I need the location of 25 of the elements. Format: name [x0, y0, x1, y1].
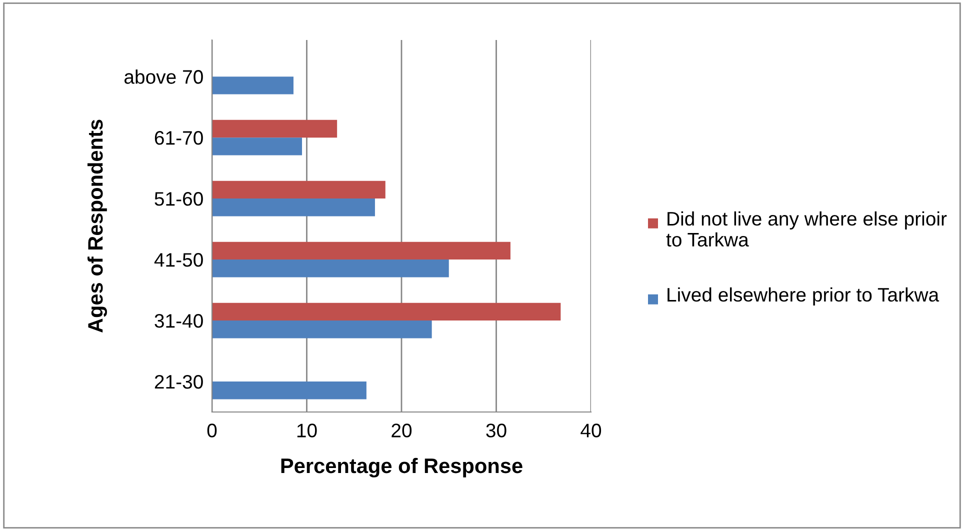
bar	[212, 198, 375, 216]
y-tick-label: 31-40	[154, 314, 203, 328]
y-axis-title: Ages of Respondents	[87, 120, 107, 333]
bar	[212, 120, 338, 138]
x-axis-title: Percentage of Response	[281, 458, 522, 478]
bar	[212, 382, 366, 400]
bar	[212, 76, 294, 94]
bar	[212, 320, 432, 338]
legend-label: Did not live any where else prioir to Tarkwa	[666, 211, 947, 247]
bar	[212, 180, 386, 199]
x-tick-label: 40	[580, 424, 602, 438]
y-tick-label: 61-70	[154, 131, 203, 145]
x-tick-label: 0	[207, 424, 217, 438]
x-tick-label: 20	[392, 424, 412, 438]
y-tick-label: 21-30	[154, 374, 203, 389]
x-tick-label: 30	[486, 424, 506, 438]
y-tick-label: 41-50	[154, 253, 203, 267]
bar	[212, 302, 561, 321]
x-tick-label: 10	[297, 424, 317, 438]
bar	[212, 242, 510, 260]
bar	[212, 260, 449, 278]
y-tick-label: above 70	[124, 70, 203, 84]
y-tick-label: 51-60	[154, 192, 203, 206]
legend-label: Lived elsewhere prior to Tarkwa	[668, 287, 940, 306]
bar	[212, 138, 302, 156]
